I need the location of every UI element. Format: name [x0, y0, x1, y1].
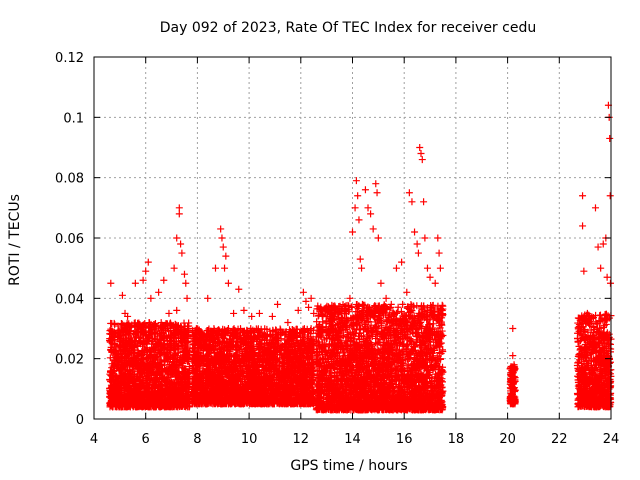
data-point [157, 319, 165, 327]
grid-lines [94, 57, 611, 419]
data-points [106, 101, 615, 414]
